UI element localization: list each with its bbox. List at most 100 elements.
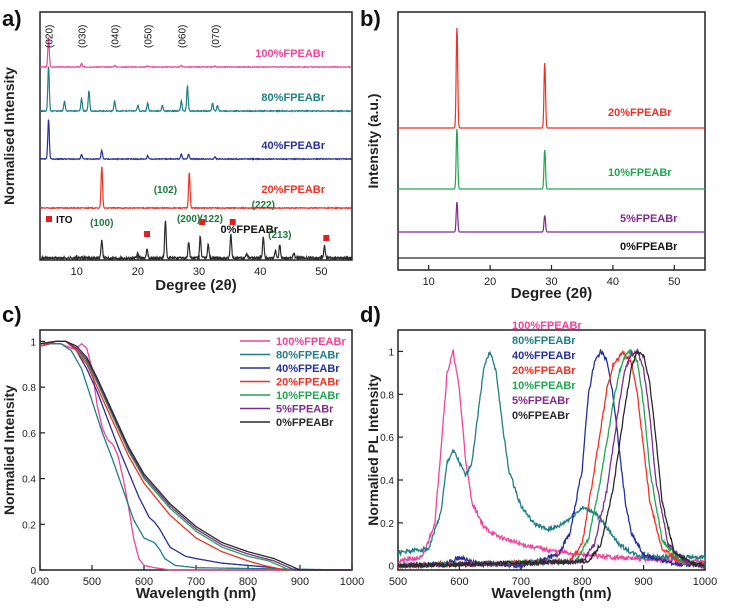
panel-a-frame [39,11,353,261]
panel-b-xtick-label: 30 [545,276,557,288]
panel-b-plot: 10 20 30 40 50 Degree (2θ) Intensity (a.u.) 20%… [365,11,706,302]
panel-b-frame [397,11,706,271]
panel-a-xtick-label: 50 [315,266,327,278]
panel-b-series-label: 5%FPEABr [620,213,678,225]
panel-d-legend-label: 80%FPEABr [512,335,576,347]
panel-b-xtick-label: 20 [484,276,496,288]
panel-a-plane-label: (050) [144,25,155,48]
panel-c-xtick-label: 900 [291,576,309,588]
panel-c-xtick-label: 1000 [340,576,364,588]
panel-b-xlabel: Degree (2θ) [511,285,592,302]
panel-c-ytick-label: 1 [30,337,36,348]
panel-c-legend-label: 40%FPEABr [276,363,340,375]
panel-b-series-line [398,201,705,233]
panel-d-ylabel: Normalied PL Intensity [365,374,381,526]
panel-a-series-line [39,66,353,113]
panel-d-legend-label: 0%FPEABr [512,410,570,422]
panel-c-ytick-label: 0 [30,566,36,577]
panel-label-b: b) [360,6,381,31]
panel-d-xtick-label: 1000 [693,576,717,588]
panel-a-peak-label: (102) [154,185,177,196]
panel-c-legend-label: 100%FPEABr [276,336,346,348]
panel-a-xlabel: Degree (2θ) [155,277,236,294]
panel-b-series-label: 20%FPEABr [608,107,672,119]
panel-d-series-line [397,349,706,570]
panel-d-ytick-label: 0.2 [380,519,394,530]
panel-c-series-line [39,340,352,571]
panel-a-plane-label: (070) [211,25,222,48]
panel-a-series-label: 100%FPEABr [255,48,325,60]
panel-a-peak-label: (200) [177,214,200,225]
panel-a-series-label: 0%FPEABr [221,224,279,236]
panel-d-xtick-label: 900 [634,576,652,588]
panel-d-frame [397,329,706,571]
panel-a-ylabel: Normalised Intensity [1,67,17,205]
panel-a-xtick-label: 20 [132,266,144,278]
panel-c-legend-label: 20%FPEABr [276,377,340,389]
panel-d-xlabel: Wavelength (nm) [491,585,611,602]
panel-a-legend-ito: ITO [56,215,73,226]
panel-c-ytick-label: 0.4 [22,475,36,486]
panel-a-plane-label: (040) [111,25,122,48]
panel-d-xtick-label: 600 [450,576,468,588]
panel-c-xtick-label: 800 [239,576,257,588]
panel-a-legend-ito-marker [46,216,52,222]
panel-a-series-label: 40%FPEABr [261,140,325,152]
panel-a-series-label: 20%FPEABr [261,184,325,196]
panel-b-series-line [398,128,705,190]
panel-a-peak-label: (213) [268,230,291,241]
panel-label-c: c) [2,302,22,327]
panel-c-xtick-label: 400 [31,576,49,588]
panel-d-legend-label: 10%FPEABr [512,380,576,392]
panel-d-ytick-label: 0 [388,562,394,573]
panel-a-series-line [39,166,353,210]
panel-c-xtick-label: 500 [83,576,101,588]
panel-b-series-label: 10%FPEABr [608,167,672,179]
panel-c-xtick-label: 600 [135,576,153,588]
panel-d-xtick-label: 700 [512,576,530,588]
panel-a-series-line [39,119,353,161]
panel-c-legend-label: 80%FPEABr [276,350,340,362]
panel-a-plot: 10 20 30 40 50 Degree (2θ) Normalised Intensit… [1,11,353,294]
panel-d-series-line [397,349,706,565]
panel-b-xtick-label: 40 [607,276,619,288]
panel-a-ito-marker [199,219,206,225]
panel-a-ito-marker [229,219,236,225]
panel-a-series-label: 80%FPEABr [261,92,325,104]
panel-b-series-line [398,27,705,129]
panel-c-plot: 400 500 600 700 800 900 1000 0 0.2 0.4 0.6 0.8 1 Wave… [1,329,364,602]
panel-c-legend-label: 10%FPEABr [276,390,340,402]
panel-a-peak-label: (122) [200,214,223,225]
panel-a-ito-marker [323,235,330,241]
panel-c-ylabel: Normalied Intensity [1,385,17,515]
panel-d-ytick-label: 0.8 [380,390,394,401]
panel-a-xtick-label: 30 [193,266,205,278]
panel-c-ytick-label: 0.8 [22,383,36,394]
panel-d-ytick-label: 1 [388,347,394,358]
panel-c-xtick-label: 700 [187,576,205,588]
panel-a-xtick-label: 10 [71,266,83,278]
panel-a-ito-marker [144,231,151,237]
panel-a-peak-label: (222) [252,200,275,211]
panel-c-xlabel: Wavelength (nm) [136,585,256,602]
panel-d-ytick-label: 0.6 [380,433,394,444]
panel-d-legend-label: 100%FPEABr [512,320,582,332]
panel-d-plot: 500 600 700 800 900 1000 0 0.2 0.4 0.6 0.8 1 Wavelen… [365,320,717,602]
panel-label-d: d) [360,302,381,327]
panel-b-xtick-label: 10 [423,276,435,288]
panel-a-plane-label: (020) [45,25,56,48]
panel-c-ytick-label: 0.6 [22,429,36,440]
panel-b-xtick-label: 50 [668,276,680,288]
panel-c-series-line [39,343,352,571]
panel-d-legend-label: 20%FPEABr [512,365,576,377]
panel-a-xtick-label: 40 [254,266,266,278]
panel-a-series-line [40,220,353,262]
panel-c-ytick-label: 0.2 [22,520,36,531]
panel-d-legend-label: 40%FPEABr [512,350,576,362]
panel-d-xtick-label: 800 [573,576,591,588]
panel-a-peak-label: (100) [90,218,113,229]
panel-d-series-line [397,350,706,570]
panel-c-legend-label: 5%FPEABr [276,404,334,416]
panel-a-series-line [39,37,352,69]
